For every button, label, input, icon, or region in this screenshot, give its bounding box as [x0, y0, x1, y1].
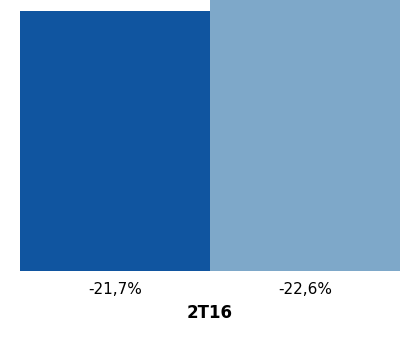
Text: 2T16: 2T16 [187, 304, 233, 322]
Text: -21,7%: -21,7% [88, 282, 142, 297]
Bar [20, 11, 210, 271]
Text: -22,6%: -22,6% [278, 282, 332, 297]
Bar [210, 0, 400, 271]
